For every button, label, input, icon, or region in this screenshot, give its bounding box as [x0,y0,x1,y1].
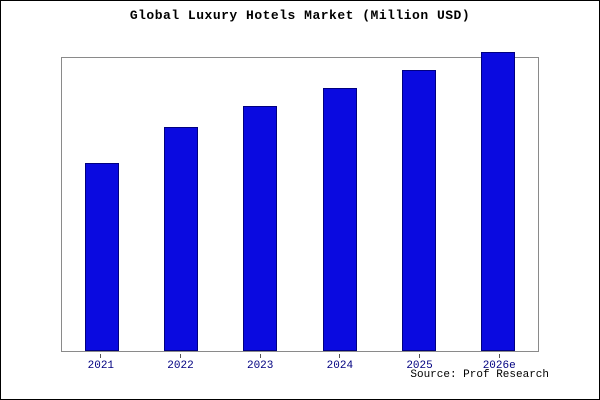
plot-area [61,52,539,352]
bar-column-2026e [459,52,538,351]
x-tick-label-2022: 2022 [141,353,221,372]
bar-2024 [322,87,357,351]
chart-title: Global Luxury Hotels Market (Million USD… [129,8,471,23]
bars-container [62,52,538,351]
x-axis-labels: 2021 2022 2023 2024 2025 2026e [61,353,539,372]
bar-2023 [243,105,278,351]
bar-column-2024 [300,58,379,351]
x-tick-label-2021: 2021 [61,353,141,372]
bar-column-2023 [221,58,300,351]
bar-2022 [163,126,198,351]
bar-column-2021 [62,58,141,351]
x-tick-label-2024: 2024 [300,353,380,372]
bar-2026e [481,52,516,351]
bar-2025 [401,69,436,351]
x-tick-label-2025: 2025 [380,353,460,372]
bar-column-2025 [379,58,458,351]
bar-column-2022 [141,58,220,351]
bar-2021 [84,162,119,351]
source-text: Source: Prof Research [410,369,549,381]
x-tick-label-2023: 2023 [220,353,300,372]
x-tick-label-2026e: 2026e [459,353,539,372]
